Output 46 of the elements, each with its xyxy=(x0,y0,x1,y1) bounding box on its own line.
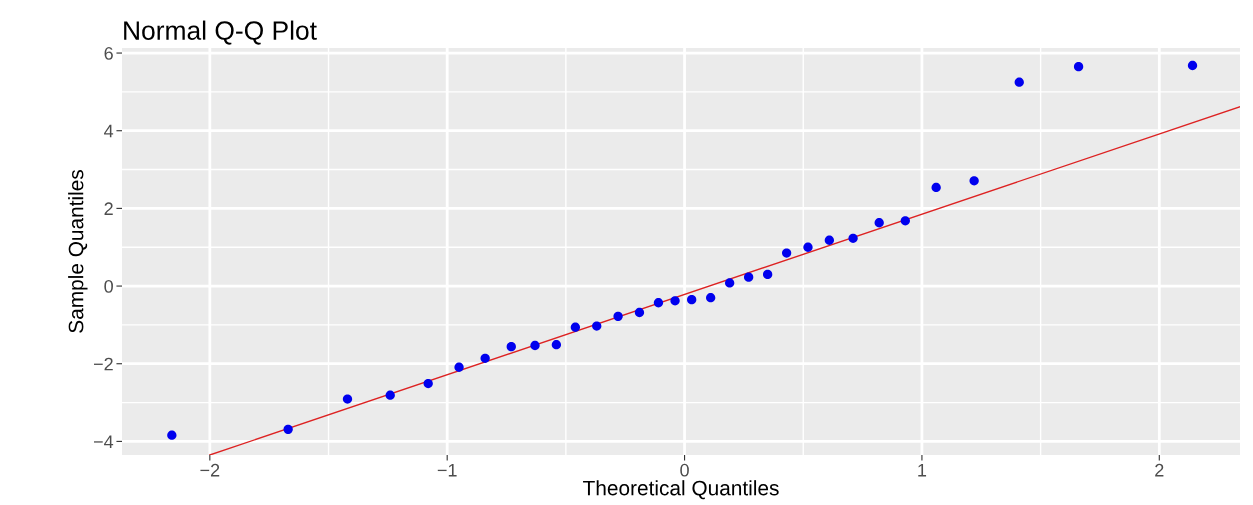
point xyxy=(551,340,562,350)
point xyxy=(342,394,353,404)
point xyxy=(824,235,835,245)
x-tick-label: 2 xyxy=(1155,463,1164,477)
point xyxy=(743,272,754,282)
point xyxy=(931,182,941,193)
chart-title: Normal Q-Q Plot xyxy=(124,20,317,45)
point xyxy=(385,390,395,400)
point xyxy=(803,242,813,252)
point xyxy=(613,311,623,322)
point xyxy=(1187,60,1198,71)
point xyxy=(653,298,664,308)
y-tick-label: −4 xyxy=(93,435,114,448)
point xyxy=(848,233,858,243)
point xyxy=(781,248,792,258)
point xyxy=(530,340,540,351)
point xyxy=(634,307,645,318)
x-tick-label: 0 xyxy=(680,463,689,477)
point xyxy=(454,362,464,372)
point xyxy=(706,293,716,303)
x-tick-label: −2 xyxy=(200,463,220,477)
point xyxy=(283,424,293,435)
y-tick-label: 6 xyxy=(104,46,113,60)
point xyxy=(687,295,697,305)
point xyxy=(670,296,680,306)
point xyxy=(874,218,884,228)
point xyxy=(167,430,177,440)
point xyxy=(725,278,735,288)
point xyxy=(570,322,581,332)
x-tick-label: 1 xyxy=(918,464,927,477)
y-tick-label: −2 xyxy=(93,357,113,371)
point xyxy=(592,321,602,331)
x-axis-title: Theoretical Quantiles xyxy=(583,480,779,500)
y-axis-title: Sample Quantiles xyxy=(68,170,88,333)
point xyxy=(1014,77,1024,87)
x-tick-label: −1 xyxy=(437,464,457,477)
point xyxy=(969,176,979,186)
point xyxy=(900,216,910,226)
point xyxy=(506,341,516,352)
point xyxy=(1073,61,1084,72)
point xyxy=(423,378,433,389)
point xyxy=(762,269,773,280)
y-tick-label: 2 xyxy=(104,202,113,215)
point xyxy=(480,353,490,363)
y-tick-label: 4 xyxy=(104,124,114,138)
y-tick-label: 0 xyxy=(104,280,113,293)
